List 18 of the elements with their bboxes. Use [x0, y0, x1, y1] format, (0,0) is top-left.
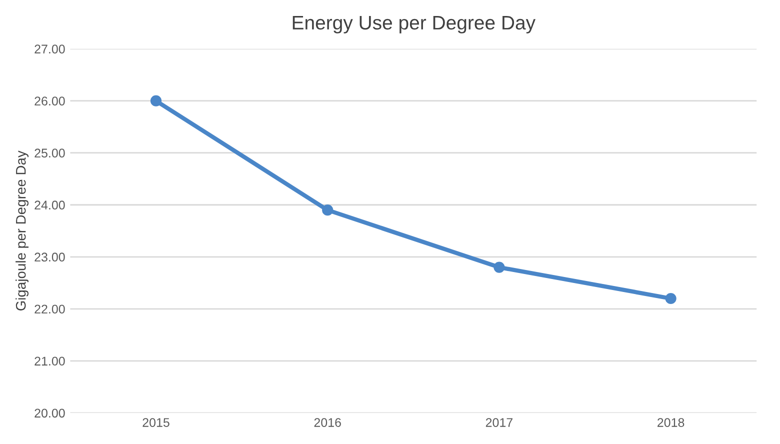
point [322, 204, 334, 216]
x-tick-label: 2018 [658, 418, 684, 427]
y-axis-title: Gigajoule per Degree Day [16, 150, 29, 310]
y-tick-label: 25.00 [34, 148, 65, 158]
chart-title: Energy Use per Degree Day [292, 16, 536, 34]
x-tick-label: 2015 [142, 418, 170, 427]
y-tick-label: 27.00 [34, 44, 65, 54]
y-tick-label: 23.00 [34, 252, 65, 262]
y-tick-label: 21.00 [34, 356, 65, 366]
x-tick-label: 2017 [486, 418, 512, 427]
y-tick-label: 26.00 [34, 96, 65, 106]
point [494, 262, 505, 273]
y-tick-label: 20.00 [34, 408, 65, 418]
y-tick-label: 22.00 [34, 304, 65, 314]
point [150, 95, 162, 106]
x-tick-label: 2016 [314, 418, 341, 427]
y-tick-label: 24.00 [34, 200, 65, 210]
point [665, 292, 676, 304]
